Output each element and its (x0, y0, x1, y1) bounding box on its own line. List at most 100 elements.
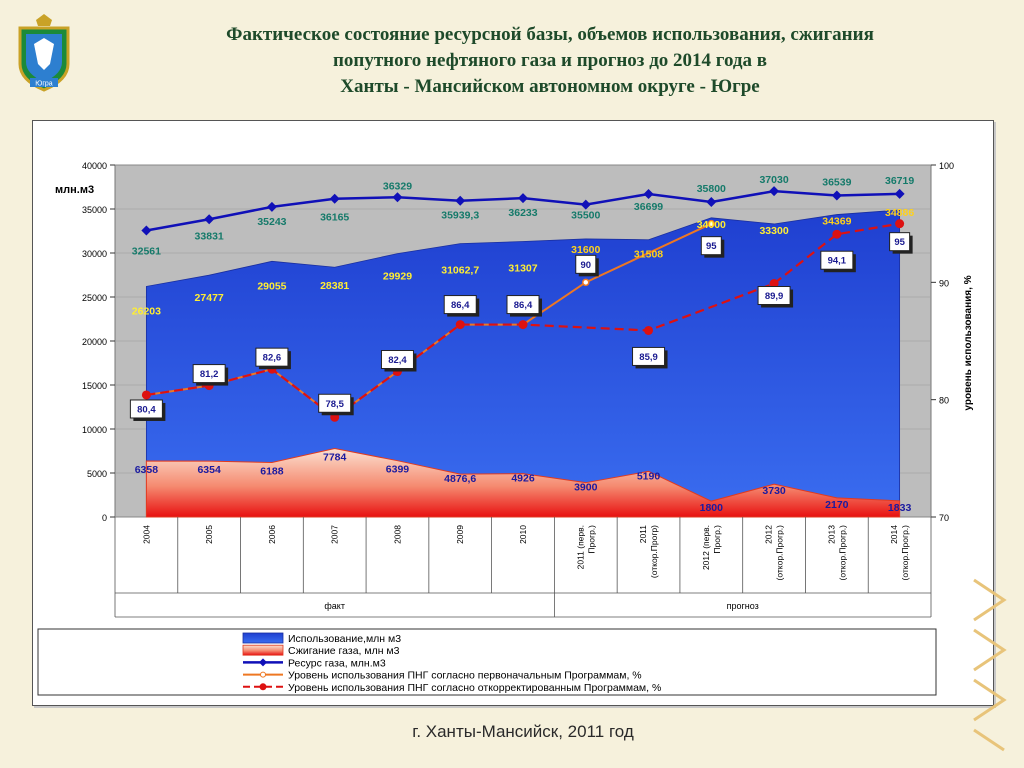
category-label-line: Прогр.) (586, 525, 596, 554)
category-label-line: 2011 (перв. (575, 525, 585, 569)
callout-box (575, 254, 597, 274)
category-label-line: 2010 (518, 525, 528, 544)
callout-box (632, 346, 666, 366)
resource-value-label: 36719 (885, 175, 914, 187)
category-label-line: 2012 (перв. (701, 525, 711, 570)
burning-value-label: 6354 (197, 464, 221, 476)
resource-point (643, 189, 654, 200)
category-label: 2012 (перв. Прогр.) (701, 525, 722, 570)
resource-point (518, 193, 528, 204)
category-label: 2011 (откор.Прогр) (638, 525, 659, 578)
legend-marker (260, 671, 266, 678)
burning-value-label: 3900 (574, 482, 598, 494)
legend-label: Использование,млн м3 (288, 633, 401, 645)
callout-box (506, 295, 540, 315)
resource-value-label: 33831 (195, 230, 224, 242)
usage-value-label: 29055 (257, 280, 286, 292)
category-label-line: 2013 (826, 525, 836, 544)
gas-balance-chart: 0 5000 10000 15000 20000 25000 30000 35000 40000… (37, 161, 974, 696)
resource-value-label: 32561 (132, 245, 161, 257)
resource-point (894, 188, 905, 199)
y-axis-title: млн.м3 (55, 184, 94, 196)
y-tick-label: 0 (102, 513, 107, 523)
usage-area (145, 209, 901, 518)
resource-point (266, 201, 277, 212)
burning-area (145, 447, 901, 518)
level-first-point (707, 219, 716, 228)
burning-value-label: 2170 (825, 499, 849, 511)
category-label-line: 2011 (638, 525, 648, 544)
usage-value-label: 33300 (759, 225, 788, 237)
usage-value-label: 27477 (195, 292, 224, 304)
legend-swatch (242, 632, 284, 644)
burning-value-label: 7784 (323, 452, 347, 464)
callout-value-label: 78,5 (325, 399, 344, 410)
category-label-line: (откор.Прогр.) (900, 525, 910, 581)
level-corrected-point (769, 279, 779, 289)
category-group-label: прогноз (727, 601, 759, 611)
resource-value-label: 35939,3 (441, 210, 479, 222)
usage-value-label: 34886 (885, 207, 914, 219)
callout-box (318, 393, 352, 413)
category-label-line: (откор.Прогр.) (837, 525, 847, 581)
category-label-line: 2005 (204, 525, 214, 544)
level-corrected-point (141, 390, 151, 400)
district-crest-logo: Югра (12, 14, 76, 94)
usage-value-label: 34369 (822, 216, 851, 228)
level-corrected-point (518, 320, 528, 330)
resource-value-label: 36165 (320, 212, 349, 224)
resource-point (580, 199, 591, 210)
resource-value-label: 36329 (383, 180, 412, 192)
y-tick-label: 10000 (82, 425, 107, 435)
title-line-3: Ханты - Мансийском автономном округе - Ю… (340, 76, 760, 97)
category-label-line: 2012 (764, 525, 774, 544)
y2-tick-label: 80 (939, 396, 949, 406)
y-tick-label: 40000 (82, 161, 107, 171)
callout-box (255, 347, 289, 367)
callout-value-label: 90 (580, 260, 591, 271)
category-label: 2011 (перв. Прогр.) (575, 525, 596, 570)
category-label-line: 2014 (889, 525, 899, 544)
callout-value-label: 94,1 (828, 256, 847, 267)
category-label-line: 2009 (455, 525, 465, 544)
usage-value-label: 31508 (634, 249, 663, 261)
usage-value-label: 29929 (383, 271, 412, 283)
y2-tick-label: 100 (939, 161, 954, 171)
resource-point (392, 192, 403, 203)
burning-value-label: 1833 (888, 502, 912, 514)
callout-box (380, 350, 414, 370)
callout-value-label: 89,9 (765, 291, 784, 302)
level-corrected-point (895, 219, 905, 229)
y-tick-label: 15000 (82, 381, 107, 391)
burning-value-label: 4926 (511, 473, 535, 485)
legend-swatch (242, 644, 284, 656)
callout-box (757, 286, 791, 306)
category-label-line: (откор.Прогр.) (775, 525, 785, 581)
level-corrected-point (455, 320, 465, 330)
usage-value-label: 31600 (571, 244, 600, 256)
category-label: 2009 (455, 525, 465, 544)
y-tick-label: 20000 (82, 337, 107, 347)
resource-point (831, 190, 842, 201)
crest-label: Югра (35, 81, 53, 88)
callout-value-label: 82,6 (263, 353, 282, 364)
usage-value-label: 31307 (508, 262, 537, 274)
burning-value-label: 1800 (700, 502, 724, 514)
legend-label: Уровень использования ПНГ согласно откор… (288, 682, 661, 694)
resource-point (329, 193, 340, 204)
legend-marker (259, 683, 267, 691)
category-label: 2013 (откор.Прогр.) (826, 525, 847, 581)
callout-value-label: 85,9 (639, 352, 658, 363)
resource-value-label: 36699 (634, 201, 663, 213)
level-corrected-point (832, 229, 842, 239)
category-label: 2010 (518, 525, 528, 544)
burning-value-label: 6399 (386, 464, 410, 476)
usage-value-label: 26203 (132, 305, 161, 317)
footer-caption: г. Ханты-Мансийск, 2011 год (412, 722, 634, 741)
category-label: 2008 (392, 525, 402, 544)
category-label-line: 2008 (392, 525, 402, 544)
category-label: 2005 (204, 525, 214, 544)
resource-point (141, 225, 152, 236)
y2-tick-label: 70 (939, 513, 949, 523)
usage-value-label: 34000 (697, 219, 726, 231)
